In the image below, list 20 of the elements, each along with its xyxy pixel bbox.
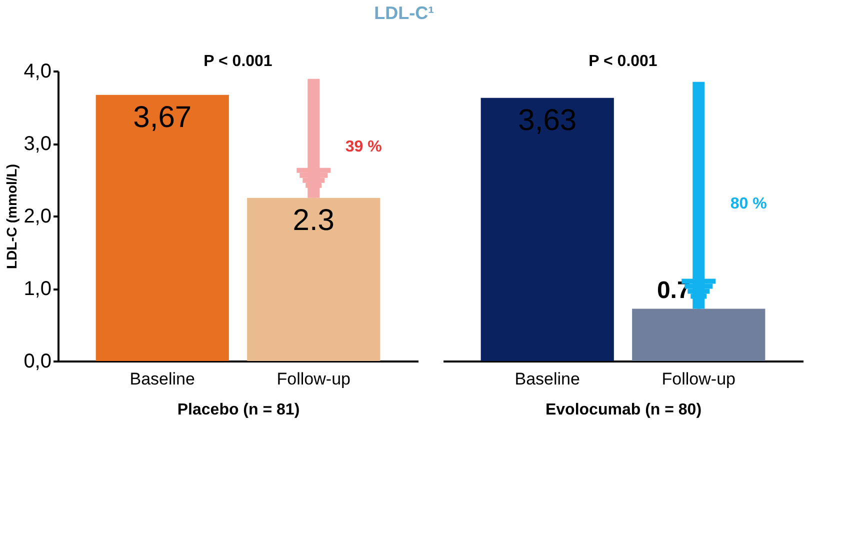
y-tick-label: 4,0: [24, 60, 52, 82]
x-axis-title: Evolocumab (n = 80): [545, 402, 702, 418]
x-tick-label: Baseline: [514, 370, 580, 388]
y-tick-label: 0,0: [24, 350, 52, 372]
data-label: 3,63: [518, 104, 577, 137]
x-tick-label: Follow-up: [662, 370, 736, 388]
y-tick-label: 3,0: [24, 133, 52, 155]
text: P < 0.001: [588, 53, 658, 70]
y-tick-label: 1,0: [24, 278, 52, 300]
x-tick-label: Baseline: [130, 370, 195, 388]
annotation: 80 %: [730, 195, 767, 212]
x-tick-label: Follow-up: [276, 370, 350, 388]
text: P < 0.001: [204, 53, 272, 70]
data-label: 2.3: [292, 204, 334, 237]
x-axis-title: Placebo (n = 81): [177, 402, 300, 418]
chart-title: LDL-C¹: [374, 3, 434, 23]
annotation: 39 %: [345, 138, 382, 156]
y-axis-title: LDL-C (mmol/L): [4, 164, 20, 269]
y-tick-label: 2,0: [24, 206, 52, 228]
data-label: 3,67: [133, 100, 192, 134]
